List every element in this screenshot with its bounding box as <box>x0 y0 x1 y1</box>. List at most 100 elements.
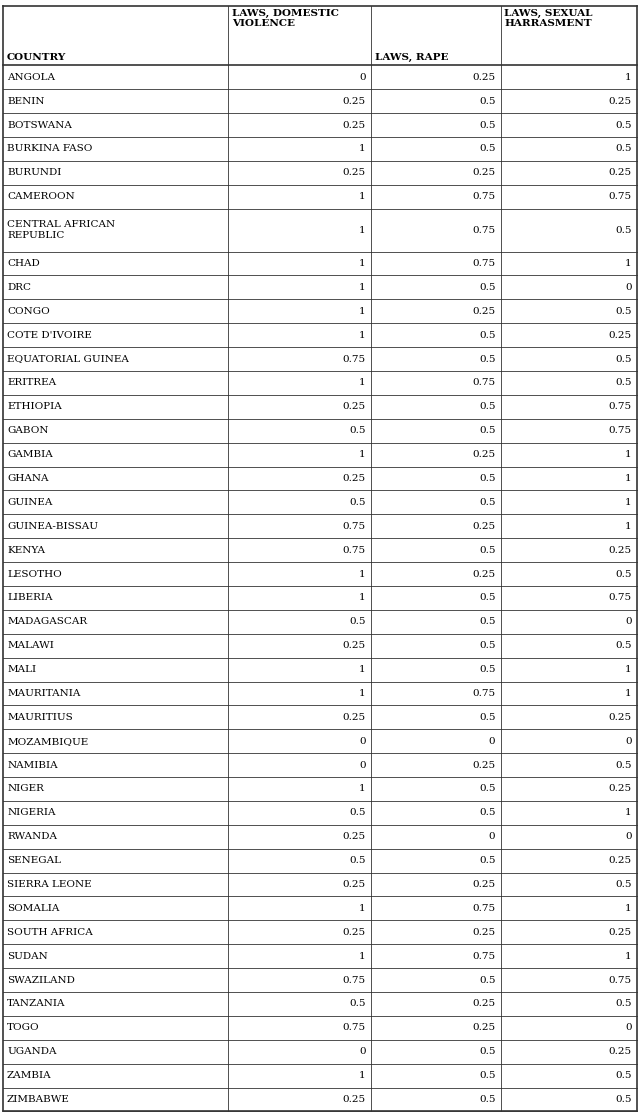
Text: 1: 1 <box>359 784 365 793</box>
Text: 1: 1 <box>359 331 365 340</box>
Text: LAWS, SEXUAL
HARRASMENT: LAWS, SEXUAL HARRASMENT <box>504 9 593 28</box>
Text: 0.5: 0.5 <box>479 713 495 722</box>
Text: ERITREA: ERITREA <box>7 379 56 388</box>
Text: 0.5: 0.5 <box>615 307 632 316</box>
Text: SENEGAL: SENEGAL <box>7 856 61 866</box>
Text: 0.5: 0.5 <box>615 121 632 130</box>
Text: 1: 1 <box>359 226 365 235</box>
Text: ZIMBABWE: ZIMBABWE <box>7 1095 70 1104</box>
Text: 0.75: 0.75 <box>609 975 632 984</box>
Text: GUINEA: GUINEA <box>7 498 52 507</box>
Text: 0.25: 0.25 <box>342 832 365 841</box>
Text: 0.25: 0.25 <box>342 121 365 130</box>
Text: 0.25: 0.25 <box>472 450 495 459</box>
Text: 0.75: 0.75 <box>342 522 365 531</box>
Text: 1: 1 <box>625 689 632 698</box>
Text: RWANDA: RWANDA <box>7 832 57 841</box>
Text: 1: 1 <box>359 665 365 674</box>
Text: 1: 1 <box>625 450 632 459</box>
Text: 0.5: 0.5 <box>479 1071 495 1080</box>
Text: 0.25: 0.25 <box>342 1095 365 1104</box>
Text: COUNTRY: COUNTRY <box>7 52 67 61</box>
Text: 0.25: 0.25 <box>342 402 365 411</box>
Text: 0: 0 <box>625 1023 632 1032</box>
Text: BENIN: BENIN <box>7 97 45 106</box>
Text: 0.5: 0.5 <box>479 545 495 555</box>
Text: MAURITIUS: MAURITIUS <box>7 713 73 722</box>
Text: SWAZILAND: SWAZILAND <box>7 975 75 984</box>
Text: 1: 1 <box>625 522 632 531</box>
Text: 0.75: 0.75 <box>472 689 495 698</box>
Text: 1: 1 <box>359 570 365 579</box>
Text: 0.25: 0.25 <box>609 97 632 106</box>
Text: 1: 1 <box>625 952 632 961</box>
Text: 0: 0 <box>359 737 365 746</box>
Text: 0.5: 0.5 <box>615 354 632 363</box>
Text: DRC: DRC <box>7 283 31 292</box>
Text: 0.5: 0.5 <box>479 402 495 411</box>
Text: 1: 1 <box>359 904 365 913</box>
Text: 0.5: 0.5 <box>479 474 495 483</box>
Text: 1: 1 <box>625 474 632 483</box>
Text: 0.25: 0.25 <box>609 169 632 178</box>
Text: EQUATORIAL GUINEA: EQUATORIAL GUINEA <box>7 354 129 363</box>
Text: 0.25: 0.25 <box>342 880 365 889</box>
Text: 0.75: 0.75 <box>609 427 632 436</box>
Text: 0.5: 0.5 <box>349 809 365 818</box>
Text: 0.25: 0.25 <box>472 307 495 316</box>
Text: 0.5: 0.5 <box>349 498 365 507</box>
Text: 1: 1 <box>625 809 632 818</box>
Text: 1: 1 <box>359 689 365 698</box>
Text: 0.75: 0.75 <box>472 952 495 961</box>
Text: NIGER: NIGER <box>7 784 44 793</box>
Text: LIBERIA: LIBERIA <box>7 593 52 602</box>
Text: 0: 0 <box>359 761 365 770</box>
Text: MOZAMBIQUE: MOZAMBIQUE <box>7 737 88 746</box>
Text: 0.5: 0.5 <box>479 784 495 793</box>
Text: 0.75: 0.75 <box>472 379 495 388</box>
Text: LAWS, DOMESTIC
VIOLENCE: LAWS, DOMESTIC VIOLENCE <box>232 9 339 28</box>
Text: 1: 1 <box>625 498 632 507</box>
Text: 0.75: 0.75 <box>472 259 495 268</box>
Text: 1: 1 <box>359 144 365 153</box>
Text: 0.5: 0.5 <box>615 379 632 388</box>
Text: 0.25: 0.25 <box>472 169 495 178</box>
Text: LAWS, RAPE: LAWS, RAPE <box>374 52 448 61</box>
Text: 0.5: 0.5 <box>479 283 495 292</box>
Text: 0.5: 0.5 <box>479 618 495 627</box>
Text: 0.5: 0.5 <box>479 1048 495 1057</box>
Text: COTE D'IVOIRE: COTE D'IVOIRE <box>7 331 92 340</box>
Text: 0.25: 0.25 <box>609 784 632 793</box>
Text: 1: 1 <box>625 259 632 268</box>
Text: ETHIOPIA: ETHIOPIA <box>7 402 62 411</box>
Text: 0.5: 0.5 <box>479 975 495 984</box>
Text: 1: 1 <box>359 307 365 316</box>
Text: 0.25: 0.25 <box>609 713 632 722</box>
Text: 0.75: 0.75 <box>342 545 365 555</box>
Text: 0.5: 0.5 <box>479 427 495 436</box>
Text: 0.25: 0.25 <box>472 570 495 579</box>
Text: 1: 1 <box>359 450 365 459</box>
Text: 0.25: 0.25 <box>342 928 365 937</box>
Text: 0.5: 0.5 <box>479 809 495 818</box>
Text: MAURITANIA: MAURITANIA <box>7 689 81 698</box>
Text: MALI: MALI <box>7 665 36 674</box>
Text: 0.75: 0.75 <box>609 593 632 602</box>
Text: GABON: GABON <box>7 427 49 436</box>
Text: 0: 0 <box>489 737 495 746</box>
Text: 0.5: 0.5 <box>479 498 495 507</box>
Text: 0.75: 0.75 <box>609 402 632 411</box>
Text: 0.25: 0.25 <box>472 761 495 770</box>
Text: 0.5: 0.5 <box>479 354 495 363</box>
Text: 1: 1 <box>359 192 365 201</box>
Text: 0.5: 0.5 <box>615 1095 632 1104</box>
Text: KENYA: KENYA <box>7 545 45 555</box>
Text: 0.5: 0.5 <box>479 665 495 674</box>
Text: ANGOLA: ANGOLA <box>7 73 55 82</box>
Text: GAMBIA: GAMBIA <box>7 450 52 459</box>
Text: 1: 1 <box>625 665 632 674</box>
Text: MADAGASCAR: MADAGASCAR <box>7 618 87 627</box>
Text: 0.25: 0.25 <box>472 1023 495 1032</box>
Text: SOUTH AFRICA: SOUTH AFRICA <box>7 928 93 937</box>
Text: 0.25: 0.25 <box>609 928 632 937</box>
